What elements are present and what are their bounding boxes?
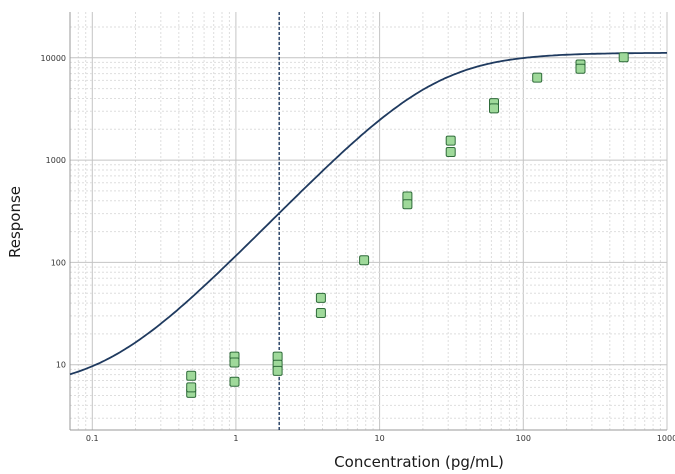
data-points	[186, 52, 629, 398]
data-point	[315, 308, 326, 318]
x-tick-label: 1000	[657, 434, 675, 443]
x-tick-label: 1	[233, 434, 238, 443]
data-point	[445, 147, 456, 157]
data-point	[186, 382, 197, 393]
data-point	[489, 103, 499, 114]
data-point	[445, 135, 456, 146]
plot-area	[70, 12, 667, 430]
x-axis-ticks: 0.1 1 10 100 1000	[86, 434, 675, 443]
x-tick-label: 10	[375, 434, 385, 443]
data-point	[186, 370, 197, 381]
y-axis-ticks: 10 100 1000 10000	[41, 54, 66, 370]
data-point	[272, 365, 283, 376]
x-axis-title: Concentration (pg/mL)	[334, 453, 504, 471]
grid	[69, 12, 668, 431]
fit-curve	[69, 52, 667, 376]
y-tick-label: 10000	[41, 54, 66, 63]
y-tick-label: 100	[51, 258, 66, 267]
data-point	[229, 357, 240, 368]
data-point	[402, 199, 413, 210]
data-point	[229, 376, 240, 387]
y-axis-title: Response	[6, 186, 24, 258]
x-tick-label: 100	[516, 434, 531, 443]
data-point	[575, 63, 586, 74]
y-tick-label: 10	[56, 361, 66, 370]
data-point	[315, 292, 326, 303]
data-point	[532, 72, 543, 83]
data-point	[618, 52, 629, 63]
y-tick-label: 1000	[46, 156, 66, 165]
data-point	[359, 255, 370, 266]
x-tick-label: 0.1	[86, 434, 99, 443]
